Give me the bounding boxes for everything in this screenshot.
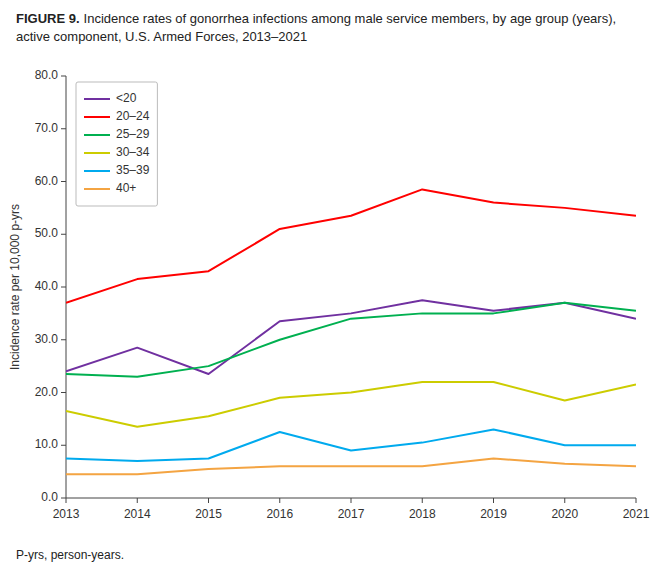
series-line <box>66 382 636 427</box>
x-tick <box>564 498 565 503</box>
legend-label: 30–34 <box>116 145 150 159</box>
y-tick-label: 0.0 <box>41 490 58 504</box>
y-tick <box>61 128 66 129</box>
y-tick-label: 50.0 <box>35 226 59 240</box>
x-tick <box>636 498 637 503</box>
x-tick <box>279 498 280 503</box>
series-line <box>66 303 636 377</box>
legend-swatch <box>84 98 110 100</box>
x-tick-label: 2014 <box>124 507 151 521</box>
y-tick-label: 10.0 <box>35 437 59 451</box>
x-tick <box>422 498 423 503</box>
x-tick-label: 2015 <box>195 507 222 521</box>
x-tick-label: 2013 <box>53 507 80 521</box>
x-tick-label: 2016 <box>266 507 293 521</box>
y-tick <box>61 392 66 393</box>
x-tick-label: 2019 <box>480 507 507 521</box>
legend-label: 40+ <box>116 181 136 195</box>
chart: 0.0 10.0 20.0 30.0 40.0 50.0 60.0 70.0 80.0 2013 2… <box>0 62 658 534</box>
x-tick <box>66 498 67 503</box>
x-tick-label: 2018 <box>409 507 436 521</box>
y-tick <box>61 498 66 499</box>
y-tick-label: 30.0 <box>35 332 59 346</box>
legend-label: 35–39 <box>116 163 150 177</box>
x-tick-label: 2020 <box>551 507 578 521</box>
x-tick <box>351 498 352 503</box>
legend-label: <20 <box>116 91 137 105</box>
x-tick <box>493 498 494 503</box>
legend-swatch <box>84 134 110 136</box>
x-tick-label: 2017 <box>338 507 365 521</box>
y-tick-label: 60.0 <box>35 174 59 188</box>
legend-swatch <box>84 116 110 118</box>
y-axis-label: Incidence rate per 10,000 p-yrs <box>8 204 22 370</box>
x-tick <box>208 498 209 503</box>
y-tick-label: 80.0 <box>35 68 59 82</box>
y-tick <box>61 234 66 235</box>
y-tick <box>61 445 66 446</box>
series-line <box>66 458 636 474</box>
subtitle: Incidence rates of gonorrhea infections … <box>16 11 616 44</box>
series-line <box>66 300 636 374</box>
title-box: FIGURE 9.Incidence rates of gonorrhea in… <box>16 10 642 46</box>
legend-swatch <box>84 188 110 190</box>
page: {"chart_data": { "type": "line", "title"… <box>0 0 658 580</box>
series-line <box>66 429 636 461</box>
x-tick-label: 2021 <box>623 507 650 521</box>
legend-swatch <box>84 152 110 154</box>
x-tick <box>137 498 138 503</box>
legend-label: 25–29 <box>116 127 150 141</box>
legend-swatch <box>84 170 110 172</box>
plot-area <box>66 189 636 474</box>
y-tick <box>61 339 66 340</box>
y-tick <box>61 181 66 182</box>
legend: <20 20–24 25–29 30–34 35–39 40+ <box>76 82 157 206</box>
title: FIGURE 9. <box>16 11 80 26</box>
y-tick <box>61 76 66 77</box>
legend-label: 20–24 <box>116 109 150 123</box>
footnote: P-yrs, person-years. <box>16 548 124 562</box>
y-tick <box>61 287 66 288</box>
y-tick-label: 40.0 <box>35 279 59 293</box>
y-tick-label: 70.0 <box>35 121 59 135</box>
y-tick-label: 20.0 <box>35 385 59 399</box>
legend-box <box>76 82 157 206</box>
